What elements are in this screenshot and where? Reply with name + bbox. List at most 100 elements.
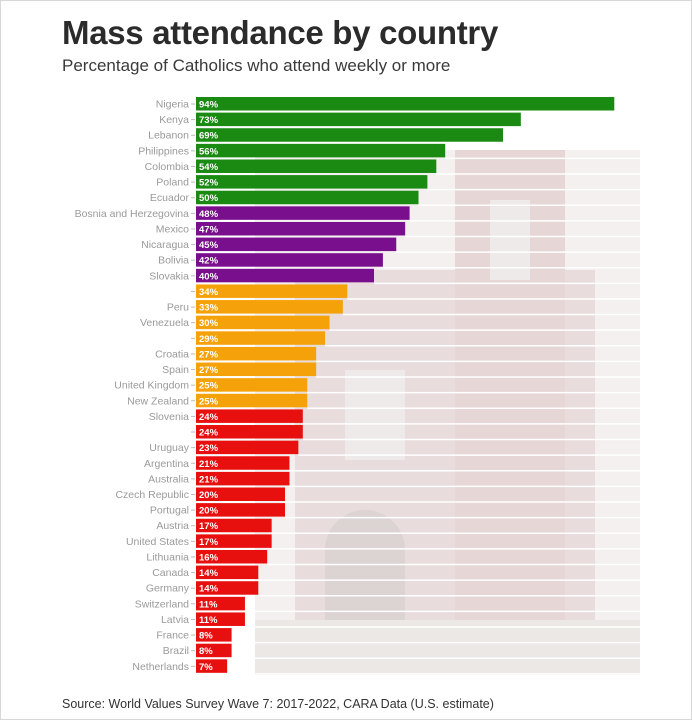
bar	[196, 175, 428, 189]
bar	[196, 378, 308, 392]
category-label: Uruguay	[149, 442, 189, 454]
data-label: 34%	[199, 287, 219, 298]
category-label: Philippines	[138, 145, 189, 157]
category-label: Ecuador	[150, 192, 190, 204]
data-label: 29%	[199, 334, 219, 345]
bar	[196, 143, 446, 158]
data-label: 11%	[199, 599, 218, 610]
category-label: Austria	[156, 520, 189, 532]
category-label: Latvia	[161, 614, 189, 626]
data-label: 54%	[199, 162, 219, 173]
category-label: Poland	[156, 177, 189, 189]
data-label: 94%	[199, 100, 219, 111]
category-label: New Zealand	[127, 395, 189, 407]
data-label: 14%	[199, 584, 219, 595]
data-label: 33%	[199, 303, 219, 314]
data-label: 48%	[199, 209, 219, 220]
bar	[196, 518, 272, 533]
bar	[196, 471, 290, 486]
category-label: Czech Republic	[115, 489, 189, 501]
bar	[196, 331, 326, 345]
category-label: Switzerland	[135, 598, 189, 610]
data-label: 8%	[199, 646, 213, 657]
category-label: Spain	[162, 364, 189, 376]
bar	[196, 300, 343, 314]
bar	[196, 362, 317, 377]
bar	[196, 456, 290, 470]
bar	[196, 409, 303, 423]
bar	[196, 112, 521, 127]
bar	[196, 268, 374, 283]
church-background-image	[255, 150, 640, 675]
bar	[196, 549, 268, 564]
category-label: Peru	[167, 302, 189, 314]
bar	[196, 565, 259, 580]
bar	[196, 487, 285, 501]
category-label: Mexico	[156, 223, 189, 235]
category-label: Bolivia	[158, 255, 189, 267]
category-label: Germany	[146, 583, 190, 595]
category-label: Nicaragua	[141, 239, 189, 251]
bar	[196, 97, 615, 111]
data-label: 17%	[199, 521, 219, 532]
bar	[196, 503, 285, 517]
data-label: 50%	[199, 193, 219, 204]
bar	[196, 440, 299, 455]
category-label: Lebanon	[148, 130, 189, 142]
data-label: 23%	[199, 443, 219, 454]
data-label: 24%	[199, 428, 219, 439]
data-label: 16%	[199, 552, 219, 563]
bar	[196, 128, 504, 142]
bar	[196, 596, 245, 611]
category-label: Netherlands	[132, 661, 189, 673]
category-label: Nigeria	[156, 99, 189, 111]
chart-source: Source: World Values Survey Wave 7: 2017…	[62, 697, 494, 711]
data-label: 40%	[199, 271, 219, 282]
data-label: 69%	[199, 131, 219, 142]
bar	[196, 159, 437, 173]
data-label: 11%	[199, 615, 218, 626]
category-label: Canada	[152, 567, 189, 579]
data-label: 24%	[199, 412, 219, 423]
data-label: 25%	[199, 381, 219, 392]
category-label: Australia	[148, 473, 189, 485]
data-label: 8%	[199, 631, 213, 642]
bar	[196, 284, 348, 298]
data-label: 27%	[199, 365, 219, 376]
category-label: Lithuania	[146, 551, 189, 563]
bar	[196, 221, 406, 236]
category-label: Portugal	[150, 505, 189, 517]
bar	[196, 315, 330, 330]
bar	[196, 393, 308, 408]
data-label: 21%	[199, 459, 219, 470]
data-label: 73%	[199, 115, 219, 126]
chart-subtitle: Percentage of Catholics who attend weekl…	[62, 56, 451, 75]
data-label: 20%	[199, 490, 219, 501]
data-label: 42%	[199, 256, 219, 267]
bar	[196, 346, 317, 361]
data-label: 21%	[199, 474, 219, 485]
bar	[196, 659, 228, 673]
data-label: 25%	[199, 396, 219, 407]
category-label: Venezuela	[140, 317, 189, 329]
category-label: Slovenia	[149, 411, 189, 423]
category-label: Slovakia	[149, 270, 189, 282]
bar	[196, 534, 272, 548]
data-label: 27%	[199, 349, 219, 360]
data-label: 7%	[199, 662, 213, 673]
bar	[196, 190, 419, 205]
bar	[196, 425, 303, 439]
data-label: 30%	[199, 318, 219, 329]
data-label: 20%	[199, 506, 219, 517]
data-label: 52%	[199, 178, 219, 189]
category-label: United States	[126, 536, 189, 548]
category-label: Colombia	[145, 161, 190, 173]
bar	[196, 237, 397, 252]
category-label: Argentina	[144, 458, 189, 470]
bar	[196, 628, 232, 642]
category-label: Kenya	[159, 114, 189, 126]
data-label: 17%	[199, 537, 219, 548]
category-label: France	[156, 630, 189, 642]
bar	[196, 612, 245, 626]
